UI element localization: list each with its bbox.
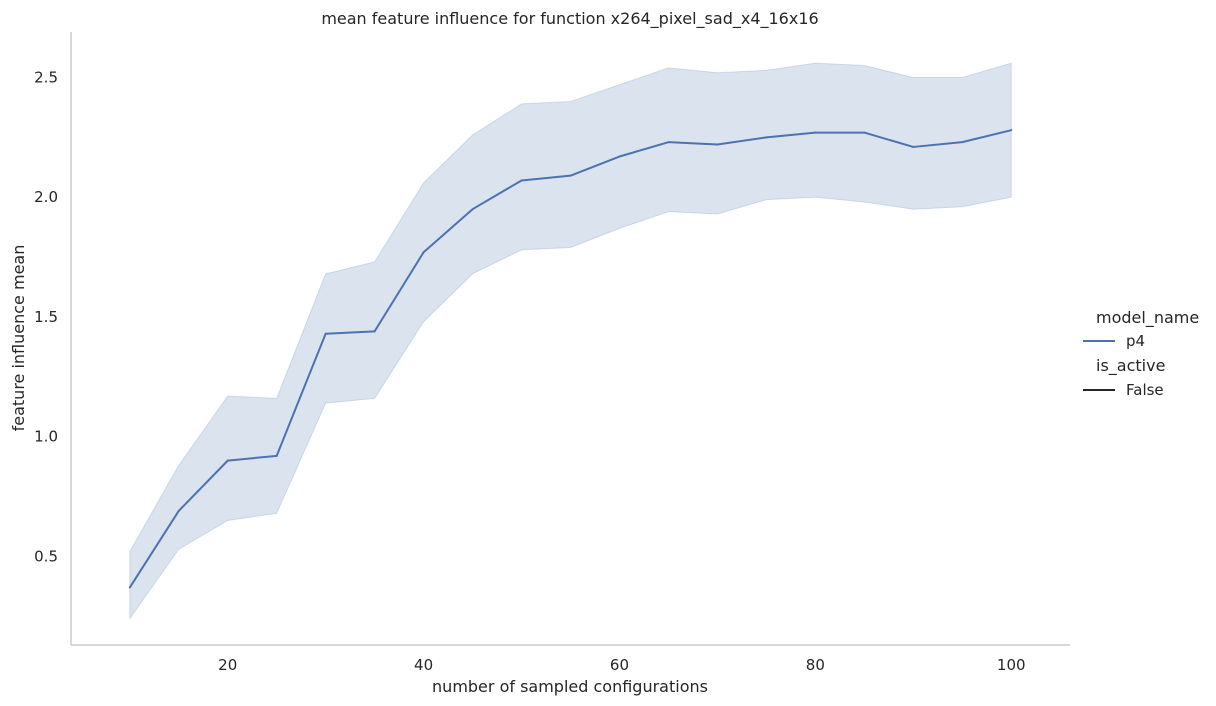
- x-tick-label: 40: [414, 656, 433, 674]
- data-point: [226, 459, 229, 462]
- data-point: [422, 251, 425, 254]
- confidence-bands: [129, 62, 1012, 621]
- legend-hue-title: model_name: [1096, 308, 1199, 328]
- y-tick-label: 2.0: [34, 188, 58, 206]
- data-point: [373, 330, 376, 333]
- legend-label-p4: p4: [1126, 332, 1145, 350]
- y-axis-label: feature influence mean: [9, 245, 28, 432]
- data-point: [618, 155, 621, 158]
- y-tick-label: 2.5: [34, 69, 58, 87]
- y-tick-label: 1.5: [34, 308, 58, 326]
- data-point: [667, 141, 670, 144]
- data-point: [177, 509, 180, 512]
- data-point: [569, 174, 572, 177]
- x-tick-label: 60: [610, 656, 629, 674]
- data-point: [324, 332, 327, 335]
- data-point: [128, 586, 131, 589]
- y-tick-label: 0.5: [34, 547, 58, 565]
- data-point: [961, 141, 964, 144]
- data-point: [1010, 129, 1013, 132]
- x-tick-label: 80: [806, 656, 825, 674]
- legend-label-false: False: [1126, 381, 1164, 399]
- y-tick-label: 1.0: [34, 428, 58, 446]
- x-axis-label: number of sampled configurations: [432, 677, 708, 696]
- data-point: [912, 145, 915, 148]
- y-axis-ticks: 0.5 1.0 1.5 2.0 2.5: [34, 69, 58, 566]
- data-point: [520, 179, 523, 182]
- data-point: [814, 131, 817, 134]
- series-lines: [128, 129, 1013, 589]
- chart-title: mean feature influence for function x264…: [321, 9, 818, 29]
- confidence-band-p4: [129, 62, 1012, 621]
- data-point: [471, 208, 474, 211]
- data-point: [716, 143, 719, 146]
- x-tick-label: 20: [218, 656, 237, 674]
- x-tick-label: 100: [997, 656, 1026, 674]
- data-point: [765, 136, 768, 139]
- legend-style-title: is_active: [1096, 356, 1165, 376]
- x-axis-ticks: 20 40 60 80 100: [218, 656, 1025, 674]
- data-point: [863, 131, 866, 134]
- legend: model_name p4 is_active False: [1083, 308, 1199, 399]
- data-point: [275, 454, 278, 457]
